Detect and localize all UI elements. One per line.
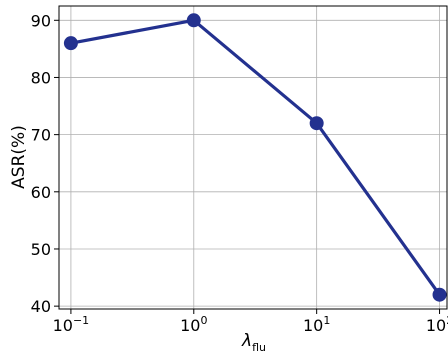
data-point (309, 116, 324, 131)
x-axis-symbol: λ (241, 331, 252, 351)
x-axis-subscript: flu (252, 341, 266, 354)
y-tick-label: 70 (31, 126, 51, 145)
x-tick-base: 10 (426, 316, 446, 335)
data-point (63, 36, 78, 51)
data-point (186, 13, 201, 28)
x-tick-base: 10 (53, 316, 73, 335)
y-axis-label: ASR(%) (9, 125, 29, 189)
grid (59, 6, 447, 309)
y-tick-label: 80 (31, 68, 51, 87)
y-tick-label: 50 (31, 240, 51, 259)
series-line (70, 18, 441, 296)
y-tick-label: 60 (31, 183, 51, 202)
data-point (432, 287, 447, 302)
x-tick-exponent: 1 (323, 314, 330, 327)
series (63, 13, 447, 302)
x-tick-label: 100 (180, 314, 207, 335)
plot-frame (58, 5, 448, 310)
y-tick-label: 40 (31, 297, 51, 316)
x-tick-exponent: 2 (446, 314, 448, 327)
x-tick-label: 102 (426, 314, 448, 335)
x-tick-exponent: −1 (73, 314, 89, 327)
x-tick-base: 10 (180, 316, 200, 335)
y-tick-label: 90 (31, 11, 51, 30)
x-tick-label: 101 (303, 314, 330, 335)
x-tick-exponent: 0 (200, 314, 207, 327)
x-tick-label: 10−1 (53, 314, 90, 335)
x-axis-label: λflu (241, 331, 266, 354)
x-tick-base: 10 (303, 316, 323, 335)
